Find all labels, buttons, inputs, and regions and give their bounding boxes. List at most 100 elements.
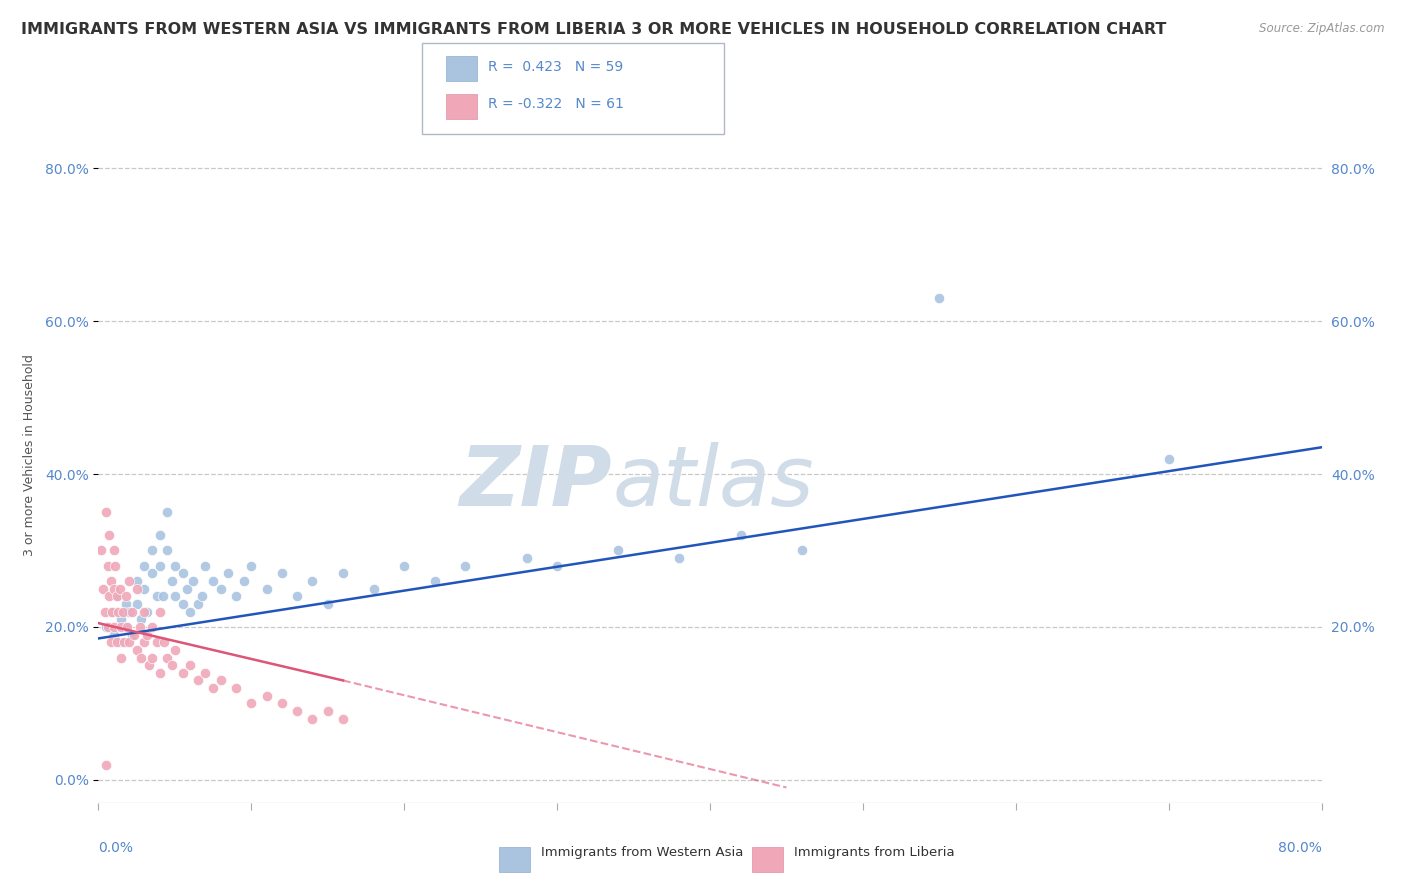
Point [270,566,292,581]
Point [790,543,813,558]
Point [111,605,134,619]
Point [546,558,568,573]
Point [94,505,117,519]
Point [141,620,163,634]
Point [156,543,179,558]
Point [454,558,477,573]
Point [107,605,129,619]
Point [103,627,125,641]
Point [105,635,128,649]
Point [118,574,141,588]
Text: R =  0.423   N = 59: R = 0.423 N = 59 [488,60,623,74]
Point [225,681,247,695]
Point [232,574,254,588]
Point [285,704,308,718]
Point [121,627,143,641]
Point [125,597,148,611]
Point [181,574,204,588]
Point [194,558,217,573]
Point [91,582,114,596]
Point [423,574,446,588]
Point [129,650,152,665]
Text: 80.0%: 80.0% [1278,841,1322,855]
Point [128,620,150,634]
Point [115,620,138,634]
Point [172,597,194,611]
Point [163,558,186,573]
Text: atlas: atlas [612,442,814,524]
Point [332,712,354,726]
Point [98,590,121,604]
Point [105,590,128,604]
Point [90,543,112,558]
Y-axis label: 3 or more Vehicles in Household: 3 or more Vehicles in Household [24,354,37,556]
Point [138,658,160,673]
Point [110,650,132,665]
Point [115,597,138,611]
Point [149,528,172,542]
Point [270,697,292,711]
Point [301,712,323,726]
Point [332,566,354,581]
Point [225,590,247,604]
Point [316,704,339,718]
Point [316,597,339,611]
Point [108,582,131,596]
Point [103,620,125,634]
Point [149,665,172,680]
Point [145,635,167,649]
Point [156,650,179,665]
Point [240,558,263,573]
Point [172,566,194,581]
Point [125,582,148,596]
Point [104,558,127,573]
Point [100,574,122,588]
Point [136,605,159,619]
Text: Source: ZipAtlas.com: Source: ZipAtlas.com [1260,22,1385,36]
Point [121,605,143,619]
Point [209,582,232,596]
Point [141,566,163,581]
Point [187,597,209,611]
Text: IMMIGRANTS FROM WESTERN ASIA VS IMMIGRANTS FROM LIBERIA 3 OR MORE VEHICLES IN HO: IMMIGRANTS FROM WESTERN ASIA VS IMMIGRAN… [21,22,1167,37]
Text: 0.0%: 0.0% [98,841,134,855]
Point [240,697,263,711]
Point [194,665,217,680]
Point [118,605,141,619]
Point [122,627,145,641]
Point [94,620,117,634]
Point [179,605,201,619]
Point [100,605,122,619]
Point [110,612,132,626]
Point [172,665,194,680]
Point [103,582,125,596]
Point [668,551,690,566]
Point [256,689,278,703]
Point [110,620,132,634]
Point [141,543,163,558]
Point [115,590,138,604]
Text: ZIP: ZIP [460,442,612,524]
Point [176,582,198,596]
Point [145,590,167,604]
Point [97,558,120,573]
Point [516,551,538,566]
Text: Immigrants from Western Asia: Immigrants from Western Asia [541,847,744,859]
Text: Immigrants from Liberia: Immigrants from Liberia [794,847,955,859]
Point [160,658,183,673]
Point [363,582,385,596]
Point [209,673,232,688]
Point [179,658,201,673]
Point [97,620,120,634]
Point [103,543,125,558]
Point [149,558,172,573]
Point [301,574,323,588]
Point [105,590,128,604]
Point [117,620,139,634]
Point [129,612,152,626]
Point [191,590,214,604]
Point [125,643,148,657]
Point [152,590,174,604]
Point [285,590,308,604]
Point [202,681,225,695]
